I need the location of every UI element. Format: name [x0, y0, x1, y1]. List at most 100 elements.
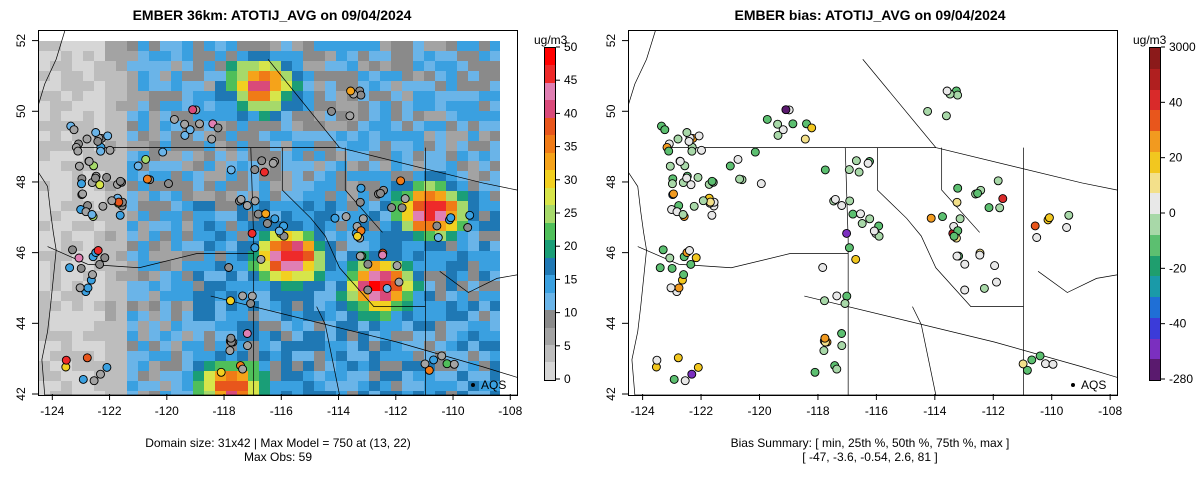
- heatmap-cell: [215, 301, 227, 312]
- heatmap-cell: [468, 71, 480, 82]
- heatmap-cell: [424, 321, 436, 332]
- heatmap-cell: [237, 81, 249, 92]
- heatmap-cell: [259, 331, 271, 342]
- heatmap-cell: [248, 71, 260, 82]
- y-tick-label: 42: [14, 387, 28, 401]
- heatmap-cell: [171, 91, 183, 102]
- heatmap-cell: [446, 251, 458, 262]
- heatmap-cell: [39, 141, 51, 152]
- heatmap-cell: [435, 291, 447, 302]
- heatmap-cell: [50, 371, 62, 382]
- heatmap-cell: [226, 391, 238, 395]
- station-marker: [680, 376, 690, 386]
- heatmap-cell: [402, 61, 414, 72]
- heatmap-cell: [61, 341, 73, 352]
- heatmap-cell: [127, 41, 139, 52]
- heatmap-cell: [303, 181, 315, 192]
- station-marker: [955, 214, 965, 224]
- heatmap-cell: [358, 391, 370, 395]
- station-marker: [837, 201, 847, 210]
- heatmap-cell: [39, 101, 51, 112]
- heatmap-cell: [116, 161, 128, 172]
- x-tick-label: -110: [1040, 404, 1063, 418]
- station-marker: [355, 251, 365, 261]
- heatmap-cell: [281, 41, 293, 52]
- heatmap-cell: [424, 291, 436, 302]
- x-tick-label: -108: [1098, 404, 1122, 418]
- heatmap-cell: [457, 161, 469, 172]
- station-marker: [733, 154, 743, 164]
- heatmap-cell: [193, 101, 205, 112]
- heatmap-cell: [160, 331, 172, 342]
- station-marker: [837, 329, 847, 338]
- heatmap-cell: [380, 181, 392, 192]
- heatmap-cell: [446, 261, 458, 272]
- heatmap-cell: [468, 311, 480, 322]
- heatmap-cell: [72, 301, 84, 312]
- heatmap-cell: [281, 301, 293, 312]
- heatmap-cell: [369, 201, 381, 212]
- heatmap-cell: [215, 61, 227, 72]
- heatmap-cell: [490, 381, 502, 392]
- heatmap-cell: [446, 171, 458, 182]
- heatmap-cell: [215, 181, 227, 192]
- heatmap-cell: [237, 241, 249, 252]
- heatmap-cell: [149, 161, 161, 172]
- heatmap-cell: [490, 161, 502, 172]
- heatmap-cell: [39, 161, 51, 172]
- heatmap-cell: [94, 51, 106, 62]
- heatmap-cell: [149, 81, 161, 92]
- station-marker: [697, 145, 706, 155]
- heatmap-cell: [182, 221, 194, 232]
- station-marker: [242, 201, 252, 210]
- station-marker: [243, 341, 252, 351]
- heatmap-cell: [39, 221, 51, 232]
- heatmap-cell: [237, 91, 249, 102]
- heatmap-cell: [215, 221, 227, 232]
- heatmap-cell: [39, 131, 51, 142]
- heatmap-cell: [369, 301, 381, 312]
- heatmap-cell: [259, 341, 271, 352]
- heatmap-cell: [380, 71, 392, 82]
- heatmap-cell: [446, 351, 458, 362]
- station-marker: [1035, 351, 1045, 361]
- heatmap-cell: [138, 281, 150, 292]
- heatmap-cell: [204, 71, 216, 82]
- heatmap-cell: [413, 51, 425, 62]
- station-marker: [669, 374, 679, 384]
- heatmap-cell: [226, 61, 238, 72]
- heatmap-cell: [336, 151, 348, 162]
- heatmap-cell: [336, 131, 348, 142]
- heatmap-cell: [193, 371, 205, 382]
- heatmap-cell: [138, 351, 150, 362]
- heatmap-cell: [160, 341, 172, 352]
- heatmap-cell: [336, 371, 348, 382]
- colorbar-tick-label: 0: [1169, 206, 1176, 220]
- heatmap-cell: [171, 341, 183, 352]
- heatmap-cell: [369, 81, 381, 92]
- heatmap-cell: [237, 211, 249, 222]
- heatmap-cell: [391, 91, 403, 102]
- heatmap-cell: [149, 131, 161, 142]
- heatmap-cell: [105, 311, 117, 322]
- heatmap-cell: [336, 71, 348, 82]
- heatmap-cell: [424, 171, 436, 182]
- heatmap-cell: [435, 241, 447, 252]
- heatmap-cell: [402, 51, 414, 62]
- heatmap-cell: [303, 51, 315, 62]
- station-marker: [844, 243, 854, 253]
- heatmap-cell: [457, 51, 469, 62]
- heatmap-cell: [149, 201, 161, 212]
- station-marker: [103, 131, 113, 141]
- left-panel-title: EMBER 36km: ATOTIJ_AVG on 09/04/2024: [132, 7, 412, 23]
- heatmap-cell: [281, 51, 293, 62]
- heatmap-cell: [72, 51, 84, 62]
- heatmap-cell: [116, 51, 128, 62]
- heatmap-cell: [479, 231, 491, 242]
- heatmap-cell: [358, 131, 370, 142]
- heatmap-cell: [446, 131, 458, 142]
- heatmap-cell: [259, 321, 271, 332]
- heatmap-cell: [237, 391, 249, 395]
- heatmap-cell: [270, 41, 282, 52]
- heatmap-cell: [446, 231, 458, 242]
